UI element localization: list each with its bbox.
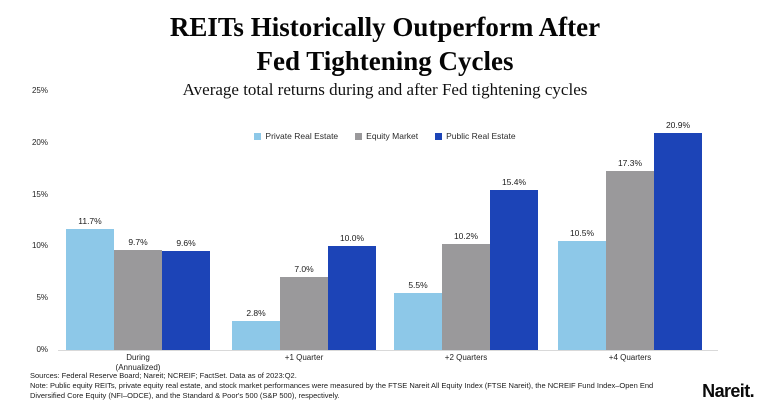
- bar-private-real-estate-4-quarters: [558, 241, 606, 350]
- bar-value-label: 9.6%: [176, 237, 196, 248]
- bar-value-label: 5.5%: [408, 280, 428, 291]
- x-tick-label-1-quarter: +1 Quarter: [284, 353, 324, 362]
- y-tick-label: 15%: [31, 189, 48, 199]
- bar-equity-market-2-quarters: [442, 244, 490, 350]
- y-tick-label: 5%: [36, 293, 48, 303]
- y-tick-label: 25%: [31, 86, 48, 95]
- bar-public-real-estate-during: [162, 250, 210, 350]
- bar-private-real-estate-1-quarter: [232, 320, 280, 350]
- legend-item-private-real-estate: Private Real Estate: [254, 131, 338, 141]
- bar-equity-market-1-quarter: [280, 277, 328, 350]
- bar-value-label: 10.5%: [569, 228, 595, 239]
- bar-value-label: 10.2%: [453, 231, 479, 242]
- y-tick-label: 0%: [36, 345, 48, 354]
- legend-swatch-public-real-estate-icon: [435, 132, 443, 140]
- bar-private-real-estate-2-quarters: [394, 293, 442, 350]
- legend-item-public-real-estate: Public Real Estate: [435, 131, 516, 141]
- legend-label: Equity Market: [366, 131, 419, 141]
- bar-value-label: 9.7%: [128, 236, 148, 247]
- bar-value-label: 7.0%: [294, 264, 314, 275]
- legend-item-equity-market: Equity Market: [355, 131, 418, 141]
- bar-public-real-estate-4-quarters: [654, 133, 702, 350]
- nareit-logo: Nareit.: [702, 381, 754, 401]
- bar-equity-market-during: [114, 249, 162, 350]
- bar-equity-market-4-quarters: [606, 170, 654, 350]
- bar-public-real-estate-1-quarter: [328, 246, 376, 350]
- legend-swatch-equity-market-icon: [355, 132, 363, 140]
- bar-value-label: 11.7%: [78, 215, 102, 226]
- legend-label: Public Real Estate: [446, 131, 516, 141]
- bar-value-label: 17.3%: [617, 157, 643, 168]
- x-tick-label-2-quarters: +2 Quarters: [444, 353, 488, 362]
- bar-value-label: 2.8%: [246, 307, 266, 318]
- bar-value-label: 15.4%: [501, 177, 527, 188]
- page-title: REITs Historically Outperform After Fed …: [169, 12, 601, 76]
- x-axis-line: [58, 350, 718, 351]
- bar-value-label: 10.0%: [339, 233, 365, 244]
- x-tick-label-4-quarters: +4 Quarters: [608, 353, 652, 362]
- methodology-note: Note: Public equity REITs, private equit…: [30, 381, 654, 400]
- y-tick-label: 10%: [31, 241, 48, 251]
- sources-note: Sources: Federal Reserve Board; Nareit; …: [30, 371, 297, 380]
- bar-value-label: 20.9%: [665, 120, 691, 131]
- y-tick-label: 20%: [31, 137, 48, 147]
- legend-label: Private Real Estate: [265, 131, 339, 141]
- bar-private-real-estate-during: [66, 228, 114, 350]
- legend: Private Real Estate Equity Market Public…: [0, 131, 770, 141]
- legend-swatch-private-real-estate-icon: [254, 132, 262, 140]
- chart-subtitle: Average total returns during and after F…: [182, 80, 588, 99]
- x-tick-label-during: During (Annualized): [115, 353, 161, 372]
- bar-public-real-estate-2-quarters: [490, 190, 538, 350]
